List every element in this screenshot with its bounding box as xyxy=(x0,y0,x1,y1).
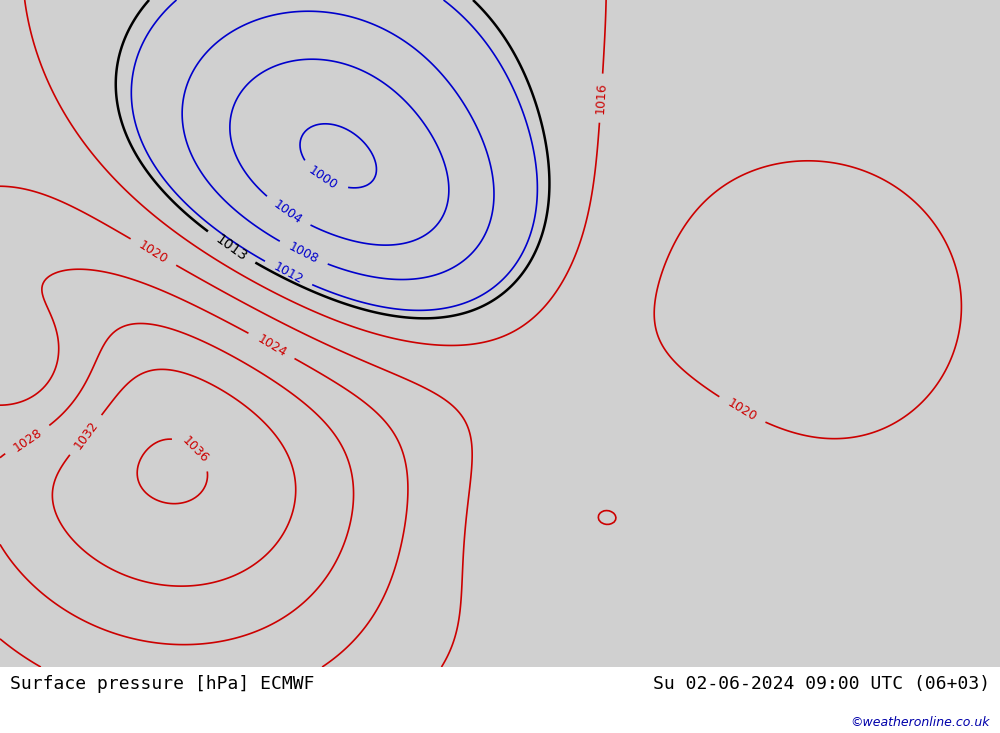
Text: 1004: 1004 xyxy=(271,197,304,226)
Text: 1036: 1036 xyxy=(180,434,211,465)
Text: 1020: 1020 xyxy=(725,397,759,424)
Text: 1032: 1032 xyxy=(71,419,100,452)
Text: 1020: 1020 xyxy=(136,238,170,266)
Text: 1024: 1024 xyxy=(255,332,288,359)
Text: 1012: 1012 xyxy=(271,260,305,287)
Text: 1008: 1008 xyxy=(286,240,320,267)
Text: ©weatheronline.co.uk: ©weatheronline.co.uk xyxy=(850,716,990,729)
Text: Surface pressure [hPa] ECMWF: Surface pressure [hPa] ECMWF xyxy=(10,674,314,693)
Text: 1028: 1028 xyxy=(11,426,44,454)
Text: Su 02-06-2024 09:00 UTC (06+03): Su 02-06-2024 09:00 UTC (06+03) xyxy=(653,674,990,693)
Text: 1016: 1016 xyxy=(594,82,609,114)
Text: 1000: 1000 xyxy=(306,163,340,193)
Text: 1013: 1013 xyxy=(213,232,250,264)
